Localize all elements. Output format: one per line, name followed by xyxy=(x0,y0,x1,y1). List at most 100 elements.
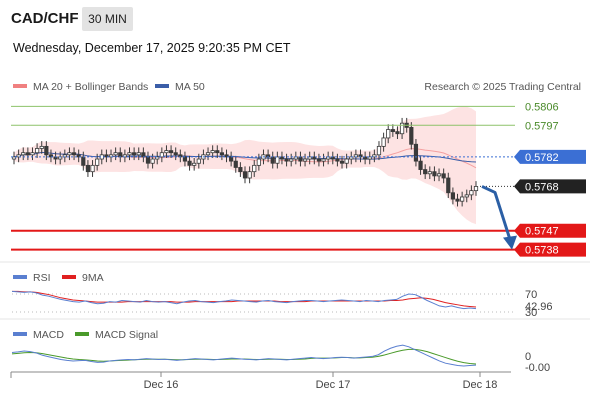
candle-body xyxy=(464,194,469,198)
candle-body xyxy=(141,152,146,158)
macd-layer xyxy=(11,344,477,367)
symbol-title: CAD/CHF xyxy=(11,10,79,27)
main-legend: MA 20 + Bollinger Bands MA 50 Research ©… xyxy=(13,81,581,93)
candle-body xyxy=(224,154,229,158)
candle-body xyxy=(21,152,26,156)
candle-body xyxy=(469,190,474,196)
candle-body xyxy=(192,162,197,166)
candle-body xyxy=(118,152,123,158)
candle-body xyxy=(270,156,275,164)
candle-body xyxy=(441,173,446,179)
candle-body xyxy=(409,127,414,145)
candle-body xyxy=(229,156,234,162)
candle-body xyxy=(187,160,192,166)
candle-body xyxy=(450,192,456,200)
timeframe-button[interactable]: 30 MIN xyxy=(82,7,133,31)
last-price-label: 0.5768 xyxy=(525,181,559,193)
candle-body xyxy=(367,156,372,160)
forecast-arrow-head xyxy=(503,235,517,250)
candle-body xyxy=(155,156,160,160)
candle-body xyxy=(136,152,141,156)
candle-body xyxy=(215,150,220,154)
candle-body xyxy=(164,150,169,154)
pivot-label: 0.5782 xyxy=(525,152,559,164)
macd-signal-legend-label: MACD Signal xyxy=(95,329,158,341)
macd-signal-line xyxy=(11,348,477,365)
support-tag xyxy=(514,223,586,238)
support-label: 0.5738 xyxy=(525,245,559,257)
candle-body xyxy=(113,152,118,156)
x-tick-dec17: Dec 17 xyxy=(316,379,351,391)
candle-body xyxy=(132,152,137,156)
macd-legend: MACD MACD Signal xyxy=(13,329,158,341)
candle-body xyxy=(460,196,465,202)
macd-signal-legend-swatch xyxy=(75,332,89,336)
candle-body xyxy=(48,154,54,158)
candle-body xyxy=(376,145,382,156)
rsi-line xyxy=(11,290,477,310)
candle-body xyxy=(307,156,312,160)
candle-body xyxy=(427,171,432,175)
candle-body xyxy=(95,158,100,166)
bb-legend-label: MA 20 + Bollinger Bands xyxy=(33,81,148,93)
candle-body xyxy=(363,156,368,160)
support-label: 0.5747 xyxy=(525,226,559,238)
candle-body xyxy=(446,177,451,194)
timestamp-label: Wednesday, December 17, 2025 9:20:35 PM … xyxy=(13,41,291,55)
candle-body xyxy=(455,198,460,202)
candle-body xyxy=(35,148,40,154)
macd-legend-swatch xyxy=(13,332,27,336)
candle-body xyxy=(289,158,294,162)
candle-body xyxy=(413,143,419,162)
candle-body xyxy=(335,158,340,162)
candle-body xyxy=(344,158,349,164)
candle-body xyxy=(386,129,391,139)
candle-body xyxy=(104,154,109,158)
candle-body xyxy=(67,152,72,156)
candle-body xyxy=(302,158,308,162)
candle-body xyxy=(284,158,289,162)
rsi-legend-swatch xyxy=(13,275,27,279)
candle-body xyxy=(76,154,81,158)
bollinger-band-area xyxy=(14,106,476,225)
candle-body xyxy=(127,152,132,156)
pivot-tag xyxy=(514,149,586,164)
candle-body xyxy=(238,167,243,173)
candle-body xyxy=(316,158,322,162)
candle-body xyxy=(436,173,442,177)
candle-body xyxy=(145,156,151,164)
candle-body xyxy=(219,152,224,156)
candle-body xyxy=(196,158,201,164)
resistance-label: 0.5806 xyxy=(525,101,559,113)
candle-body xyxy=(210,150,215,154)
candle-body xyxy=(339,160,345,164)
candle-body xyxy=(473,186,479,192)
candle-body xyxy=(321,158,326,162)
candle-body xyxy=(159,152,164,158)
candle-body xyxy=(90,164,95,173)
candle-body xyxy=(390,129,395,133)
macd-tick-zero: 0 xyxy=(525,351,531,363)
candle-body xyxy=(252,164,257,173)
candle-body xyxy=(395,131,400,135)
candle-body xyxy=(16,154,21,158)
forecast-arrow-layer xyxy=(481,185,517,250)
candle-body xyxy=(168,150,174,154)
ma50-legend-label: MA 50 xyxy=(175,81,205,93)
rsi-legend-label: RSI xyxy=(33,272,51,284)
candle-body xyxy=(85,164,91,173)
candle-body xyxy=(233,160,238,168)
candle-body xyxy=(372,154,377,158)
candle-body xyxy=(298,156,303,162)
candle-body xyxy=(279,156,285,160)
forecast-arrow-shaft xyxy=(481,185,512,241)
macd-line xyxy=(11,344,477,367)
credit-label: Research © 2025 Trading Central xyxy=(424,81,581,93)
candle-body xyxy=(432,171,437,177)
rsi-tick-70: 70 xyxy=(525,289,537,301)
candle-body xyxy=(381,137,386,147)
candle-body xyxy=(205,152,211,156)
bollinger-band-layer xyxy=(14,106,476,225)
candle-body xyxy=(247,171,252,179)
candle-body xyxy=(173,152,178,156)
